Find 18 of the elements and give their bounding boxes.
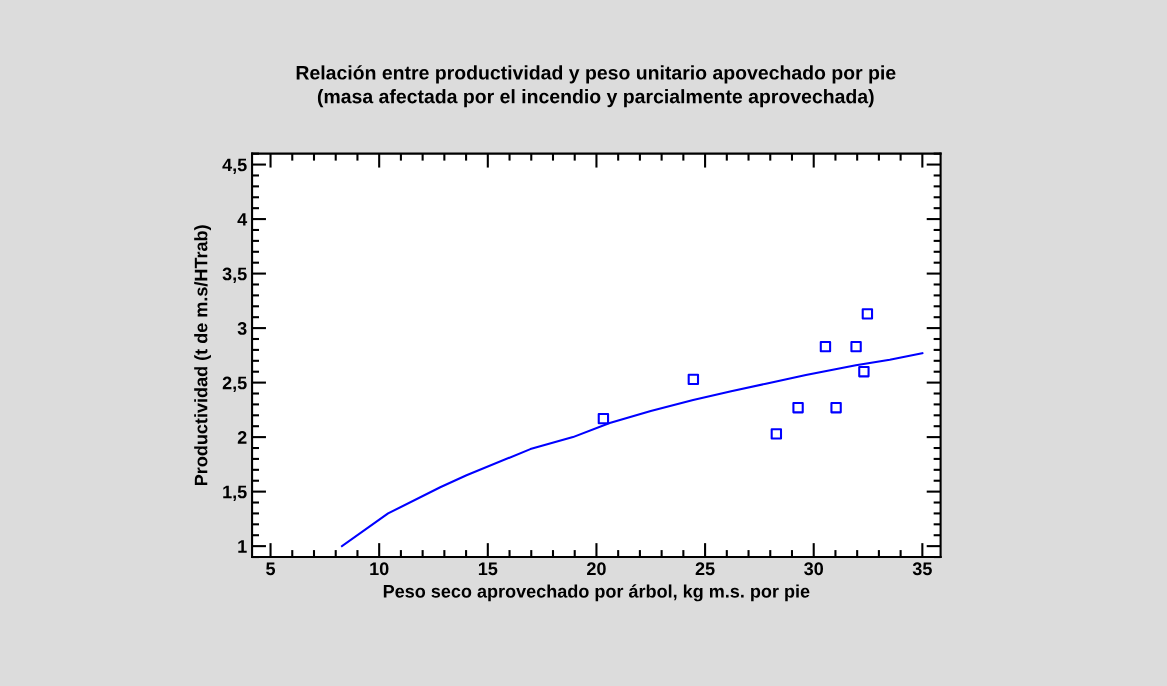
x-tick-label: 25 (695, 562, 715, 576)
y-tick-label: 3 (237, 322, 247, 335)
x-tick-label: 10 (370, 562, 389, 576)
chart-title: Relación entre productividad y peso unitario apovechado por pie (masa afectada por el incendio y parcialmente aprovechada) (296, 65, 896, 108)
x-tick-label: 5 (266, 562, 276, 576)
y-tick-label: 2 (237, 431, 247, 444)
y-tick-label: 1 (238, 540, 247, 553)
y-axis-title: Productividad (t de m.s/HTrab) (194, 225, 211, 486)
y-tick-label: 2,5 (222, 376, 247, 392)
x-tick-label: 20 (587, 562, 606, 576)
x-tick-label: 30 (804, 562, 824, 576)
y-tick-label: 4 (237, 213, 248, 226)
y-tick-label: 1,5 (223, 485, 247, 501)
y-tick-label: 4,5 (222, 158, 247, 174)
x-tick-label: 15 (478, 562, 498, 576)
x-axis-title: Peso seco aprovechado por árbol, kg m.s. por pie (383, 584, 810, 602)
x-tick-label: 35 (912, 562, 932, 576)
y-tick-label: 3,5 (222, 267, 247, 283)
